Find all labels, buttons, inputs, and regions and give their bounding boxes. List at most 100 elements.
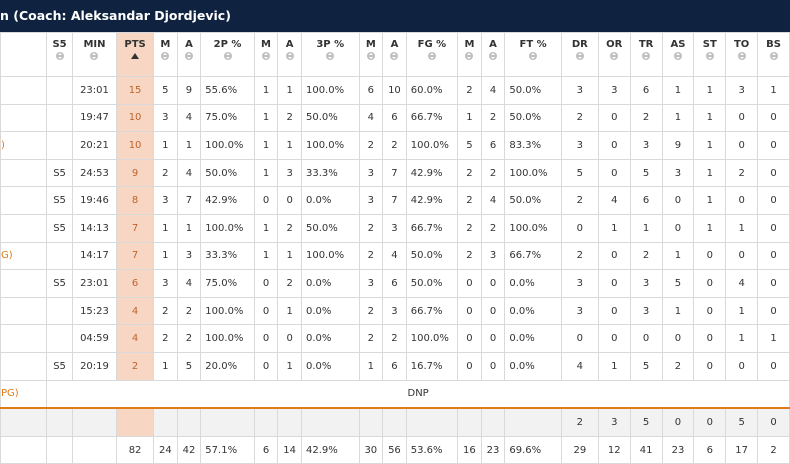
cell-as: 2 (661, 351, 695, 381)
cell-mfg: 2 (358, 213, 384, 243)
cell-afg: 3 (382, 296, 407, 326)
sort-icon (610, 52, 619, 60)
header-row: S5 MIN PTS M A 2P % M A 3P % M A FG % M A FT % DR OR TR AS… (0, 32, 790, 77)
cell-pfg: 66.7% (405, 213, 459, 243)
col-header-dr[interactable]: DR (560, 32, 599, 77)
cell-as: 0 (661, 407, 695, 437)
cell-pts: 7 (116, 241, 155, 271)
col-header-label: M (160, 39, 171, 50)
cell-pfg: 60.0% (405, 76, 459, 105)
cell-tr: 1 (629, 213, 663, 243)
col-header-min[interactable]: MIN (71, 32, 118, 77)
player-row: 04:59 4 2 2 100.0% 0 0 0.0% 2 2 100.0% 0 0 0.0% 0 0 0 0 0 1… (0, 324, 790, 353)
cell-min: 14:13 (71, 213, 118, 243)
cell-m3: 0 (253, 296, 279, 326)
cell-dr: 2 (560, 407, 599, 437)
col-header-ft-att[interactable]: A (480, 32, 506, 77)
col-header-2p-pct[interactable]: 2P % (200, 32, 255, 77)
col-header-player (0, 32, 48, 77)
col-header-3p-made[interactable]: M (253, 32, 279, 77)
cell-min: 20:19 (71, 351, 118, 381)
cell-dr: 0 (560, 324, 599, 353)
cell-a2: 1 (176, 131, 202, 160)
col-header-3p-pct[interactable]: 3P % (300, 32, 360, 77)
cell-a3: 0 (277, 324, 302, 353)
cell-name[interactable] (0, 76, 48, 105)
cell-pft: 50.0% (504, 186, 562, 215)
sort-icon (673, 52, 682, 60)
cell-or: 0 (597, 296, 631, 326)
cell-mft: 2 (457, 158, 482, 188)
col-header-ft-pct[interactable]: FT % (504, 32, 562, 77)
cell-pts: 15 (116, 76, 155, 105)
cell-aft (480, 407, 506, 437)
cell-name[interactable] (0, 158, 48, 188)
cell-bs: 0 (757, 186, 790, 215)
cell-mft: 2 (457, 76, 482, 105)
cell-aft: 4 (480, 186, 506, 215)
col-header-to[interactable]: TO (725, 32, 759, 77)
cell-tr: 2 (629, 103, 663, 133)
cell-name[interactable] (0, 324, 48, 353)
cell-s5 (46, 296, 73, 326)
cell-name[interactable]: G) (0, 241, 48, 271)
cell-name[interactable]: ) (0, 131, 48, 160)
player-row: 19:47 10 3 4 75.0% 1 2 50.0% 4 6 66.7% 1 2 50.0% 2 0 2 1 1… (0, 103, 790, 133)
cell-a2: 4 (176, 103, 202, 133)
cell-a3: 2 (277, 103, 302, 133)
cell-a3: 1 (277, 131, 302, 160)
cell-name[interactable] (0, 103, 48, 133)
cell-s5 (46, 435, 73, 464)
col-header-ft-made[interactable]: M (457, 32, 482, 77)
cell-dr: 2 (560, 186, 599, 215)
cell-a2: 1 (176, 213, 202, 243)
cell-or: 0 (597, 158, 631, 188)
cell-min (71, 435, 118, 464)
cell-name[interactable]: PG) (0, 379, 48, 409)
col-header-bs[interactable]: BS (757, 32, 790, 77)
cell-tr: 6 (629, 76, 663, 105)
cell-name[interactable] (0, 213, 48, 243)
cell-pts: 9 (116, 158, 155, 188)
col-header-2p-att[interactable]: A (176, 32, 202, 77)
col-header-as[interactable]: AS (661, 32, 695, 77)
cell-p2 (200, 407, 255, 437)
col-header-label: A (185, 39, 193, 50)
cell-pts: 8 (116, 186, 155, 215)
col-header-or[interactable]: OR (597, 32, 631, 77)
cell-name[interactable] (0, 269, 48, 298)
sort-icon (184, 52, 193, 60)
cell-as: 5 (661, 269, 695, 298)
dnp-row: PG) DNP (0, 379, 790, 409)
cell-as: 0 (661, 186, 695, 215)
cell-dr: 3 (560, 296, 599, 326)
cell-mfg: 2 (358, 131, 384, 160)
cell-mfg: 3 (358, 269, 384, 298)
col-header-fg-att[interactable]: A (382, 32, 407, 77)
cell-name[interactable] (0, 351, 48, 381)
cell-dr: 2 (560, 241, 599, 271)
sort-icon (161, 52, 170, 60)
cell-name[interactable] (0, 296, 48, 326)
cell-m3: 0 (253, 269, 279, 298)
col-header-pts[interactable]: PTS (116, 32, 155, 77)
cell-to: 3 (725, 76, 759, 105)
col-header-3p-att[interactable]: A (277, 32, 302, 77)
cell-p3: 50.0% (300, 213, 360, 243)
cell-m2: 1 (153, 213, 178, 243)
col-header-2p-made[interactable]: M (153, 32, 178, 77)
cell-min: 15:23 (71, 296, 118, 326)
totals-row: 82 24 42 57.1% 6 14 42.9% 30 56 53.6% 16 23 69.6% 29 1… (0, 435, 790, 464)
cell-as: 1 (661, 76, 695, 105)
col-header-st[interactable]: ST (693, 32, 727, 77)
cell-name[interactable] (0, 186, 48, 215)
col-header-tr[interactable]: TR (629, 32, 663, 77)
sort-icon (262, 52, 271, 60)
cell-a3: 1 (277, 351, 302, 381)
col-header-fg-pct[interactable]: FG % (405, 32, 459, 77)
col-header-fg-made[interactable]: M (358, 32, 384, 77)
player-row: G) 14:17 7 1 3 33.3% 1 1 100.0% 2 4 50.0% 2 3 66.7% 2 0 2… (0, 241, 790, 271)
cell-s5: S5 (46, 213, 73, 243)
cell-m2: 2 (153, 324, 178, 353)
col-header-s5[interactable]: S5 (46, 32, 73, 77)
